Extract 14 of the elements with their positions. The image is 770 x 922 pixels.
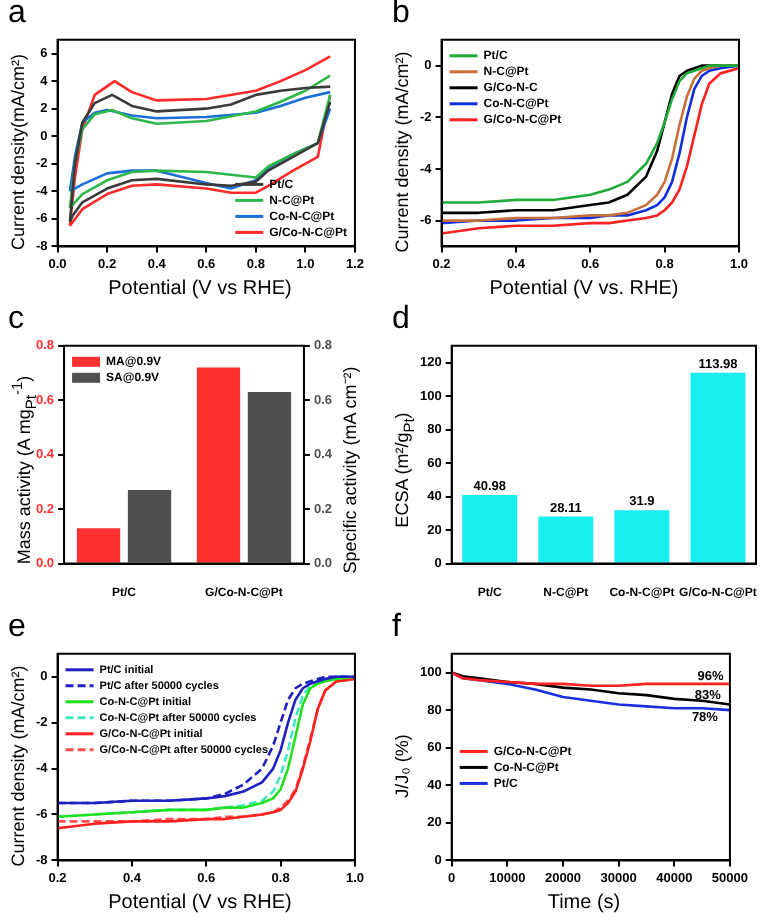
x-axis-title: Time (s) — [545, 892, 623, 914]
y2-axis-title: Specific activity (mA cm⁻²) — [338, 364, 362, 578]
chart-title: d — [392, 302, 410, 338]
chart-title: f — [392, 610, 401, 646]
y-axis-title: Current density (mA/cm²) — [390, 49, 414, 257]
y-axis-title: Current density (mA/cm²) — [6, 663, 30, 871]
x-axis-title: Potential (V vs. RHE) — [487, 278, 681, 300]
chart-title: e — [8, 610, 26, 646]
chart-title: a — [8, 0, 26, 32]
y-axis-title: Current density(mA/cm²) — [6, 52, 30, 255]
y-axis-title: J/J₀ (%) — [390, 732, 414, 802]
chart-title: c — [8, 302, 24, 338]
x-axis-title: Potential (V vs RHE) — [106, 892, 294, 914]
x-axis-title: Potential (V vs RHE) — [106, 278, 294, 300]
